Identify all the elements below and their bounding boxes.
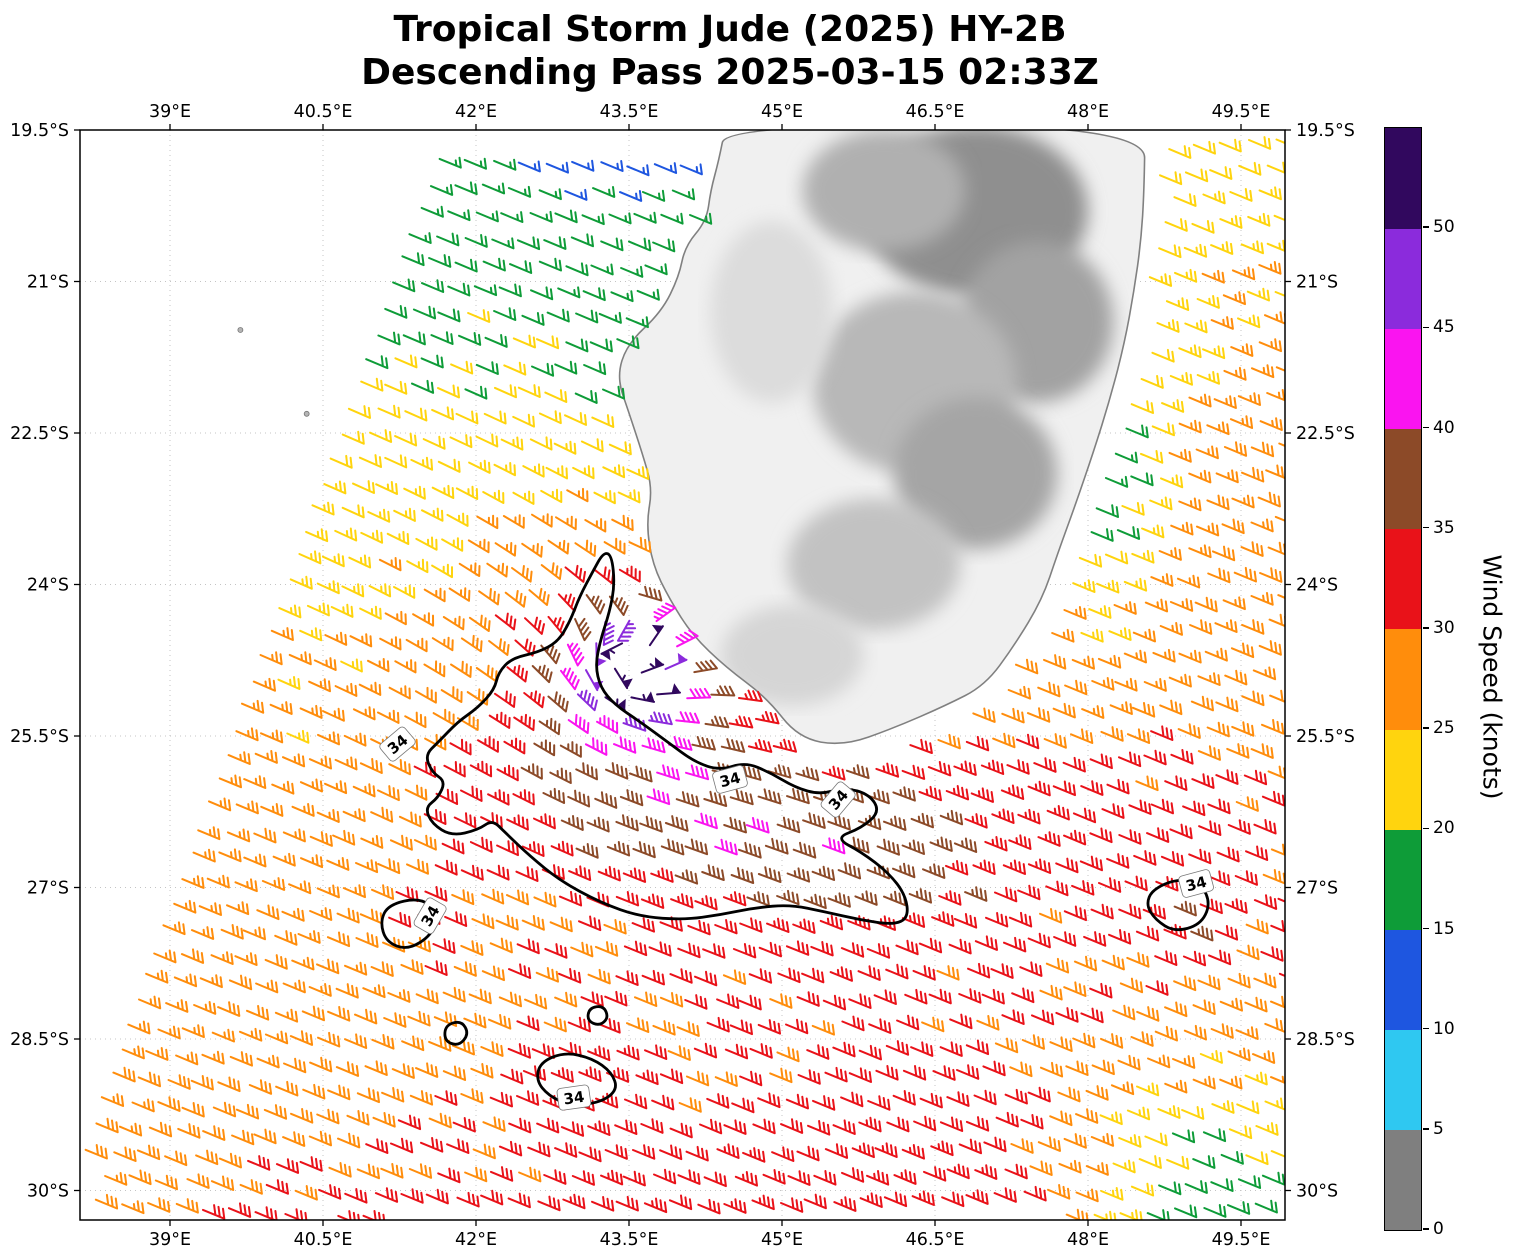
lat-tick-label-right: 28.5°S: [1296, 1030, 1355, 1050]
colorbar-segment: [1385, 628, 1421, 730]
lat-tick-label-right: 25.5°S: [1296, 727, 1355, 747]
colorbar-segment: [1385, 829, 1421, 930]
colorbar-tick: [1423, 326, 1429, 329]
lon-tick-label-top: 43.5°E: [600, 102, 659, 122]
contour-label: 34: [413, 897, 447, 935]
title-line-2: Descending Pass 2025-03-15 02:33Z: [361, 52, 1099, 94]
colorbar-segment: [1385, 929, 1421, 1031]
contour-34kt: [536, 1052, 617, 1106]
lon-tick-label-bottom: 49.5°E: [1212, 1230, 1271, 1250]
lat-tick-label-right: 22.5°S: [1296, 424, 1355, 444]
colorbar-segment: [1385, 528, 1421, 630]
contour-34kt: [443, 1020, 469, 1046]
colorbar-tick: [1423, 727, 1429, 729]
colorbar-tick: [1423, 526, 1429, 529]
svg-text:34: 34: [562, 1088, 585, 1109]
colorbar-tick: [1423, 927, 1429, 930]
contour-labels-layer: 34 34 34 34 34 34: [379, 726, 1214, 1111]
lat-tick-label-left: 25.5°S: [10, 727, 69, 747]
colorbar-tick: [1423, 1228, 1429, 1230]
colorbar-tick-label: 50: [1433, 217, 1455, 238]
axes-layer: 39°E 39°E 40.5°E 40.5°E 42°E 42°E 43.5°E 43.5°E…: [10, 102, 1355, 1250]
lon-tick-label-top: 49.5°E: [1212, 102, 1271, 122]
lat-tick-label-left: 24°S: [27, 576, 69, 596]
lat-tick-label-left: 27°S: [27, 879, 69, 899]
lat-tick-label-right: 24°S: [1296, 576, 1338, 596]
colorbar-segment: [1385, 729, 1421, 830]
colorbar-segment: [1385, 428, 1421, 530]
figure-title: Tropical Storm Jude (2025) HY-2B Descend…: [80, 8, 1380, 94]
lon-tick-label-bottom: 45°E: [761, 1230, 803, 1250]
lon-tick-label-bottom: 42°E: [455, 1230, 497, 1250]
lat-tick-label-right: 30°S: [1296, 1182, 1338, 1202]
colorbar-segment: [1385, 328, 1421, 430]
colorbar-segment: [1385, 128, 1421, 229]
colorbar-segment: [1385, 1029, 1421, 1131]
svg-text:34: 34: [1184, 873, 1209, 896]
lat-tick-label-left: 30°S: [27, 1182, 69, 1202]
lon-tick-label-top: 48°E: [1067, 102, 1109, 122]
colorbar-segment: [1385, 1129, 1421, 1231]
colorbar-tick-label: 0: [1433, 1219, 1444, 1239]
contour-label: 34: [820, 781, 856, 818]
title-line-1: Tropical Storm Jude (2025) HY-2B: [393, 9, 1067, 50]
contour-label: 34: [556, 1084, 592, 1111]
colorbar: [1384, 127, 1422, 1231]
wind-barbs-layer: [84, 136, 1285, 1220]
lon-tick-label-bottom: 39°E: [149, 1230, 191, 1250]
lon-tick-label-bottom: 40.5°E: [294, 1230, 353, 1250]
lon-tick-label-bottom: 48°E: [1067, 1230, 1109, 1250]
lon-tick-label-top: 40.5°E: [294, 102, 353, 122]
island-dot: [303, 410, 310, 417]
colorbar-tick-label: 25: [1433, 718, 1455, 739]
lat-tick-label-right: 21°S: [1296, 273, 1338, 293]
lat-tick-label-left: 21°S: [27, 273, 69, 293]
lat-tick-label-left: 28.5°S: [10, 1030, 69, 1050]
colorbar-tick: [1423, 1027, 1429, 1030]
contour-34kt: [425, 552, 909, 925]
colorbar-tick-label: 45: [1433, 317, 1455, 338]
lat-tick-label-left: 19.5°S: [10, 121, 69, 141]
contour-34kt: [586, 1005, 609, 1026]
colorbar-tick-label: 5: [1433, 1118, 1444, 1139]
lon-tick-label-bottom: 43.5°E: [600, 1230, 659, 1250]
contour-label: 34: [1178, 869, 1214, 898]
lon-tick-label-top: 42°E: [455, 102, 497, 122]
colorbar-tick-label: 20: [1433, 818, 1455, 839]
colorbar-tick: [1423, 426, 1429, 429]
colorbar-tick: [1423, 1128, 1429, 1130]
lat-tick-label-left: 22.5°S: [10, 424, 69, 444]
lon-tick-label-top: 39°E: [149, 102, 191, 122]
colorbar-tick-label: 15: [1433, 918, 1455, 939]
lon-tick-label-top: 46.5°E: [906, 102, 965, 122]
lon-tick-label-bottom: 46.5°E: [906, 1230, 965, 1250]
colorbar-tick-label: 10: [1433, 1018, 1455, 1039]
island-dot: [237, 327, 244, 333]
contour-label: 34: [712, 765, 748, 794]
land-madagascar: [237, 130, 1146, 745]
lat-tick-label-right: 27°S: [1296, 879, 1338, 899]
colorbar-segment: [1385, 228, 1421, 329]
colorbar-tick: [1423, 827, 1429, 830]
lon-tick-label-top: 45°E: [761, 102, 803, 122]
colorbar-axis-label: Wind Speed (knots): [1477, 554, 1507, 800]
contour-label: 34: [379, 726, 416, 762]
svg-text:34: 34: [718, 768, 743, 791]
colorbar-tick-label: 30: [1433, 617, 1455, 638]
lat-tick-label-right: 19.5°S: [1296, 121, 1355, 141]
colorbar-tick-label: 35: [1433, 517, 1455, 538]
colorbar-tick-label: 40: [1433, 417, 1455, 438]
colorbar-tick: [1423, 226, 1429, 228]
colorbar-tick: [1423, 627, 1429, 629]
